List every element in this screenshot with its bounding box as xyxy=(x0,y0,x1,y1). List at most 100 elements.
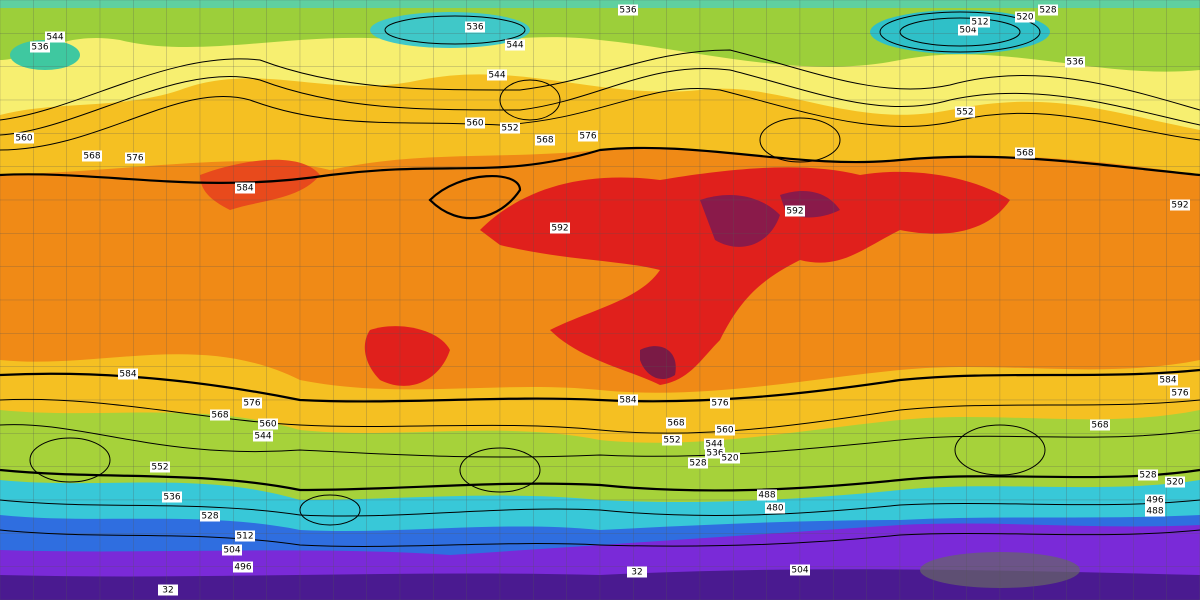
contour-label: 576 xyxy=(126,154,143,164)
label-box xyxy=(1090,419,1110,431)
contour-line xyxy=(499,79,561,121)
label-box xyxy=(1170,199,1190,211)
contour-label: 552 xyxy=(663,436,680,446)
label-box xyxy=(233,561,253,573)
label-box xyxy=(1015,147,1035,159)
contour-label: 560 xyxy=(15,134,32,144)
label-box xyxy=(45,31,65,43)
contour-label: 568 xyxy=(667,419,684,429)
contour-label: 488 xyxy=(1146,507,1163,517)
label-box xyxy=(1170,387,1190,399)
contour-label: 480 xyxy=(766,504,783,514)
contour-line xyxy=(954,424,1046,476)
contour-label: 592 xyxy=(1171,201,1188,211)
contour-label: 576 xyxy=(243,399,260,409)
label-box xyxy=(30,41,50,53)
label-box xyxy=(1015,11,1035,23)
contour-label: 568 xyxy=(536,136,553,146)
contour-line xyxy=(759,117,841,163)
contour-label: 512 xyxy=(236,532,253,542)
contour-label: 496 xyxy=(1146,496,1163,506)
contour-line xyxy=(29,437,111,483)
contour-label: 520 xyxy=(721,454,738,464)
contour-label: 528 xyxy=(1139,471,1156,481)
contour-label: 584 xyxy=(119,370,136,380)
contour-line xyxy=(459,447,541,493)
label-box xyxy=(790,564,810,576)
label-box xyxy=(235,530,255,542)
cold-pool xyxy=(10,40,80,70)
contour-label: 528 xyxy=(689,459,706,469)
contour-label: 576 xyxy=(579,132,596,142)
contour-label: 32 xyxy=(631,568,642,578)
contour-line xyxy=(0,398,1200,434)
contour-label: 592 xyxy=(551,224,568,234)
contour-label: 512 xyxy=(971,18,988,28)
contour-label: 536 xyxy=(466,23,483,33)
label-box xyxy=(1038,4,1058,16)
contour-line xyxy=(384,15,526,45)
label-box xyxy=(627,566,647,578)
contour-label: 520 xyxy=(1166,478,1183,488)
label-box xyxy=(1145,505,1165,517)
contour-label: 592 xyxy=(786,207,803,217)
label-box xyxy=(82,150,102,162)
label-box xyxy=(704,438,724,450)
contour-label: 584 xyxy=(236,184,253,194)
contour-label: 584 xyxy=(619,396,636,406)
contour-line xyxy=(0,49,1200,121)
contour-label: 544 xyxy=(705,440,722,450)
contour-label: 568 xyxy=(83,152,100,162)
contour-line xyxy=(879,11,1041,53)
contour-label: 576 xyxy=(1171,389,1188,399)
label-box xyxy=(235,182,255,194)
very-hot-region xyxy=(700,195,780,247)
contour-line xyxy=(0,368,1200,403)
contour-label: 560 xyxy=(259,420,276,430)
contour-line xyxy=(0,87,1200,151)
label-box xyxy=(1138,469,1158,481)
contour-label: 528 xyxy=(1039,6,1056,16)
label-box xyxy=(158,584,178,596)
contour-label: 560 xyxy=(466,119,483,129)
label-box xyxy=(618,4,638,16)
label-box xyxy=(162,491,182,503)
contour-label: 496 xyxy=(234,563,251,573)
hot-region xyxy=(480,167,1010,385)
label-box xyxy=(14,132,34,144)
contour-label: 536 xyxy=(163,493,180,503)
label-box xyxy=(150,461,170,473)
label-box xyxy=(578,130,598,142)
contour-line xyxy=(0,146,1200,184)
label-box xyxy=(125,152,145,164)
label-box xyxy=(200,510,220,522)
label-box xyxy=(955,106,975,118)
contour-line xyxy=(0,529,1200,547)
contour-label: 536 xyxy=(706,449,723,459)
warm-region xyxy=(200,159,320,210)
contour-label: 584 xyxy=(1159,376,1176,386)
contour-label: 568 xyxy=(211,411,228,421)
label-box xyxy=(666,417,686,429)
contour-label: 520 xyxy=(1016,13,1033,23)
label-box xyxy=(662,434,682,446)
contour-line xyxy=(0,424,1200,458)
contour-label: 504 xyxy=(223,546,240,556)
contour-line xyxy=(0,499,1200,517)
contour-label: 568 xyxy=(1016,149,1033,159)
label-box xyxy=(550,222,570,234)
label-box xyxy=(618,394,638,406)
contour-labels: 5365365445365445205285045125365445525605… xyxy=(14,4,1190,596)
contours xyxy=(0,11,1200,547)
contour-label: 560 xyxy=(716,426,733,436)
label-box xyxy=(705,447,725,459)
label-box xyxy=(535,134,555,146)
label-box xyxy=(505,39,525,51)
label-box xyxy=(757,489,777,501)
label-box xyxy=(970,16,990,28)
label-box xyxy=(1065,56,1085,68)
contour-label: 552 xyxy=(501,124,518,134)
contour-label: 536 xyxy=(31,43,48,53)
label-box xyxy=(765,502,785,514)
